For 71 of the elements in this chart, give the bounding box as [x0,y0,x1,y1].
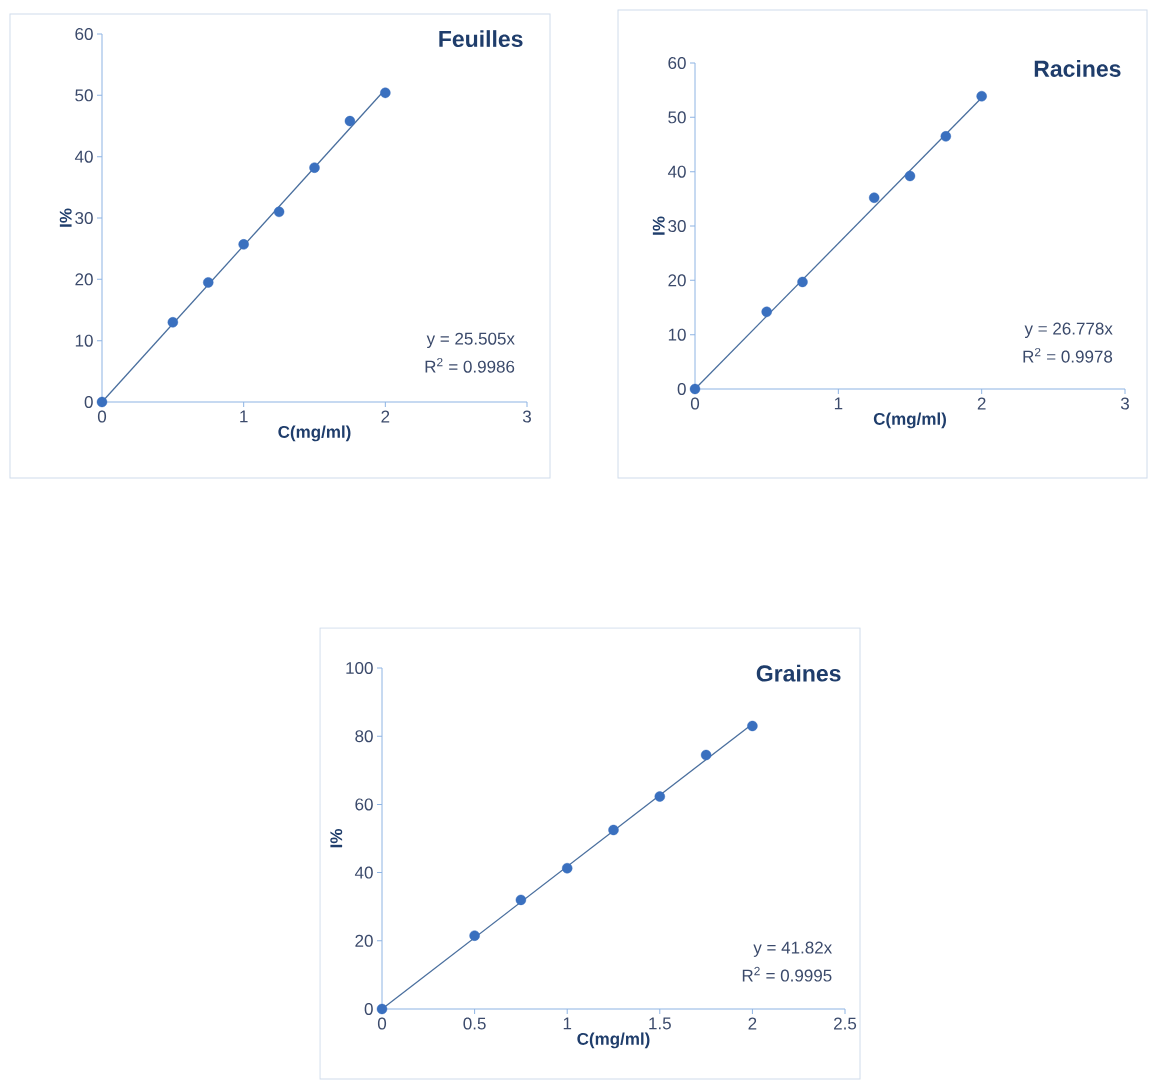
annotation: y = 41.82x [753,941,832,957]
point [797,276,808,288]
y-tick-label: 50 [75,89,93,102]
y-tick-label: 60 [668,56,686,70]
point [976,90,987,102]
x-axis-title: C(mg/ml) [278,425,351,442]
y-axis-title: I% [59,208,72,227]
x-axis-title: C(mg/ml) [577,1032,650,1049]
annotation: y = 25.505x [426,332,515,349]
point [309,162,320,173]
y-tick-label: 60 [75,27,93,41]
y-tick-label: 40 [667,165,686,178]
x-tick-label: 2 [748,1017,757,1030]
x-tick-label: 0 [97,410,107,423]
y-tick-label: 60 [355,798,373,811]
x-tick-label: 1 [563,1017,572,1030]
point [376,1003,388,1015]
y-tick-label: 20 [355,934,373,947]
x-tick-label: 1 [834,397,843,410]
y-tick-label: 30 [75,211,93,225]
x-tick-label: 0 [377,1017,387,1030]
chart-title: Racines [1034,60,1121,77]
y-axis-title: I% [330,829,343,848]
x-tick-label: 0 [690,397,700,410]
chart-title: Graines [756,664,841,682]
y-tick-label: 40 [354,866,373,879]
x-tick-label: 3 [522,410,531,423]
y-tick-label: 10 [75,334,93,347]
x-tick-label: 1.5 [649,1017,671,1030]
y-tick-label: 0 [677,382,686,396]
point [940,131,952,142]
point [203,277,214,288]
annotation: R$^{2}$ = 0.9995 [742,966,832,982]
y-tick-label: 80 [355,730,373,743]
point [515,894,527,906]
x-tick-label: 0.5 [463,1017,486,1030]
point [380,87,391,99]
y-tick-label: 100 [346,661,373,675]
y-tick-label: 0 [364,1002,373,1016]
point [761,306,772,318]
point [868,192,880,203]
y-tick-label: 50 [668,111,686,124]
point [167,317,179,328]
annotation: y = 26.778x [1024,322,1113,338]
chart-title: Feuilles [439,30,523,48]
point [689,383,701,395]
point [562,862,573,874]
y-axis-title: I% [652,216,665,235]
point [96,396,108,408]
x-tick-label: 2 [977,397,986,410]
x-tick-label: 2 [381,410,390,423]
y-tick-label: 40 [74,150,93,163]
x-tick-label: 1 [240,410,248,423]
y-tick-label: 20 [75,273,93,286]
x-tick-label: 2.5 [834,1017,857,1030]
point [469,930,480,941]
y-tick-label: 30 [668,219,686,233]
y-tick-label: 20 [668,274,686,287]
point [747,720,758,732]
point [654,791,666,802]
x-tick-label: 3 [1120,397,1129,410]
point [344,115,356,127]
annotation: R$^{2}$ = 0.9986 [425,357,515,373]
annotation: R$^{2}$ = 0.9978 [1023,347,1113,363]
point [700,749,712,761]
point [238,239,249,250]
point [904,170,916,182]
x-axis-title: C(mg/ml) [873,412,946,429]
point [273,206,285,218]
point [608,824,619,836]
y-tick-label: 10 [668,328,686,341]
